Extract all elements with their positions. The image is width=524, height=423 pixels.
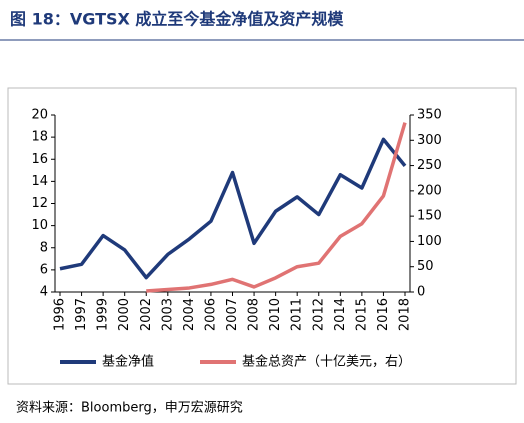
series-line — [146, 122, 407, 293]
x-tick-label: 1997 — [74, 298, 89, 331]
y2-tick-label: 150 — [417, 209, 442, 224]
x-tick-label: 1996 — [53, 298, 68, 331]
x-tick-label: 2007 — [225, 298, 240, 331]
x-tick-label: 2003 — [160, 298, 175, 331]
series-line — [59, 137, 407, 280]
y2-tick-label: 0 — [417, 285, 425, 300]
x-tick-label: 2018 — [398, 298, 413, 331]
y-tick-label: 8 — [40, 240, 48, 255]
legend-label: 基金总资产（十亿美元，右） — [242, 354, 411, 370]
x-tick-label: 2000 — [117, 298, 132, 331]
y2-tick-label: 100 — [417, 234, 442, 249]
source: 资料来源：Bloomberg，申万宏源研究 — [16, 401, 243, 416]
x-tick-label: 2004 — [182, 298, 197, 331]
chart-frame — [7, 87, 517, 385]
y-tick-label: 16 — [31, 152, 48, 167]
legend-label: 基金净值 — [102, 354, 154, 370]
y2-tick-label: 200 — [417, 183, 442, 198]
y-tick-label: 10 — [31, 218, 48, 233]
x-tick-label: 2010 — [268, 298, 283, 331]
y-tick-label: 12 — [31, 196, 48, 211]
y2-tick-label: 350 — [417, 108, 442, 123]
x-tick-label: 2008 — [247, 298, 262, 331]
x-tick-label: 2014 — [333, 298, 348, 331]
y-tick-label: 20 — [31, 108, 48, 123]
x-tick-label: 1999 — [96, 298, 111, 331]
x-tick-label: 2012 — [311, 298, 326, 331]
y-tick-label: 4 — [40, 285, 48, 300]
y-tick-label: 18 — [31, 130, 48, 145]
y-tick-label: 6 — [40, 262, 48, 277]
y2-tick-label: 300 — [417, 133, 442, 148]
y2-tick-label: 250 — [417, 158, 442, 173]
x-tick-label: 2016 — [376, 298, 391, 331]
x-tick-label: 2015 — [354, 298, 369, 331]
y-tick-label: 14 — [31, 174, 48, 189]
chart-title: 图 18：VGTSX 成立至今基金净值及资产规模 — [10, 10, 344, 29]
x-tick-label: 2011 — [290, 298, 305, 331]
x-tick-label: 2006 — [203, 298, 218, 331]
y2-tick-label: 50 — [417, 259, 434, 274]
x-tick-label: 2002 — [139, 298, 154, 331]
